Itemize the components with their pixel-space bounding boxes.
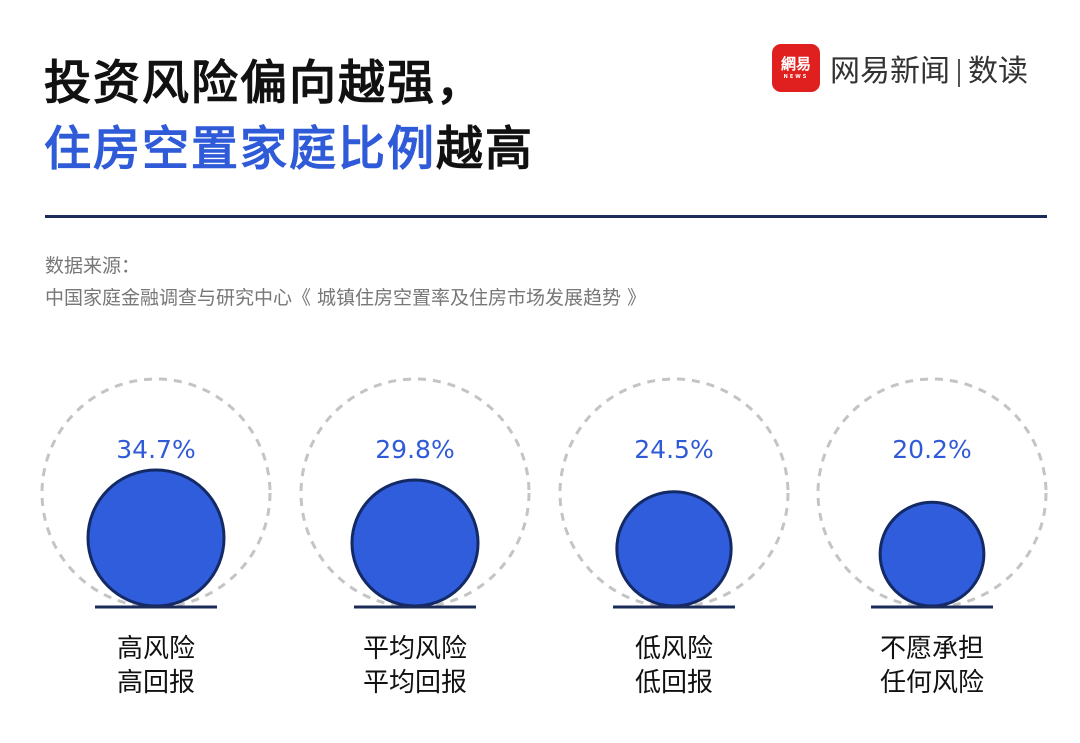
divider <box>45 215 1047 218</box>
category-label-line: 低回报 <box>634 668 713 698</box>
netease-news-logo-icon: 網易 NEWS <box>772 44 820 92</box>
value-bubble <box>615 490 733 608</box>
category-label-line: 低风险 <box>634 634 713 664</box>
title-highlight: 住房空置家庭比例 <box>44 122 436 177</box>
category-label-line: 高风险 <box>116 634 195 664</box>
dashed-circle <box>558 377 790 609</box>
category-label: 高风险 高回报 <box>56 632 256 700</box>
value-label: 34.7% <box>116 435 195 464</box>
dashed-circle <box>299 377 531 609</box>
category-label-line: 不愿承担 <box>879 634 984 664</box>
dashed-circle <box>40 377 272 609</box>
source-label: 数据来源： <box>45 255 141 277</box>
title-rest: 越高 <box>436 122 534 177</box>
title-line2: 住房空置家庭比例越高 <box>44 110 534 179</box>
category-label-line: 高回报 <box>116 668 195 698</box>
category-label-line: 平均风险 <box>362 634 467 664</box>
category-label: 不愿承担 任何风险 <box>832 632 1032 700</box>
source-text: 中国家庭金融调查与研究中心《 城镇住房空置率及住房市场发展趋势 》 <box>45 287 647 309</box>
category-label: 平均风险 平均回报 <box>315 632 515 700</box>
dashed-circle <box>816 377 1048 609</box>
value-bubble <box>86 468 226 608</box>
value-label: 20.2% <box>892 435 971 464</box>
value-bubble <box>350 478 480 608</box>
value-bubble <box>878 500 986 608</box>
value-label: 24.5% <box>634 435 713 464</box>
category-label-line: 平均回报 <box>362 668 467 698</box>
logo-product: 数读 <box>968 54 1028 89</box>
logo-name: 网易新闻 <box>830 54 950 89</box>
logo: 網易 NEWS 网易新闻 数读 <box>772 44 1028 92</box>
title-line1: 投资风险偏向越强， <box>44 56 485 111</box>
category-label-line: 任何风险 <box>879 668 984 698</box>
category-label: 低风险 低回报 <box>574 632 774 700</box>
value-label: 29.8% <box>375 435 454 464</box>
